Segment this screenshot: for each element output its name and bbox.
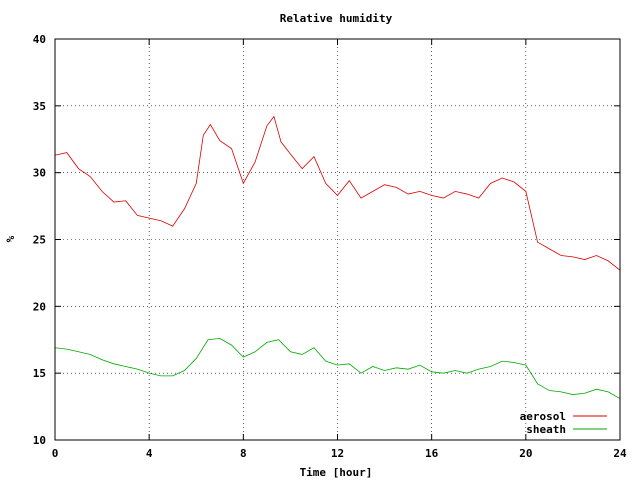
y-tick-label: 25 [33, 234, 46, 247]
x-tick-label: 24 [613, 447, 627, 460]
y-axis-label: % [4, 235, 17, 242]
y-tick-label: 20 [33, 300, 46, 313]
y-tick-label: 35 [33, 100, 46, 113]
y-tick-label: 15 [33, 367, 46, 380]
x-axis-label: Time [hour] [300, 466, 373, 479]
legend-label-sheath: sheath [526, 423, 566, 436]
aerosol-series-line [54, 115, 621, 271]
x-tick-label: 16 [425, 447, 439, 460]
sheath-series-line [54, 337, 621, 399]
grid-layer [55, 39, 620, 440]
x-tick-label: 20 [519, 447, 532, 460]
tick-layer: 0 4 8 12 16 20 24 10 15 20 25 30 35 40 [33, 33, 627, 460]
x-tick-label: 12 [331, 447, 344, 460]
chart-title: Relative humidity [280, 12, 393, 25]
y-tick-label: 40 [33, 33, 46, 46]
legend-label-aerosol: aerosol [520, 410, 566, 423]
x-tick-label: 8 [240, 447, 247, 460]
y-tick-label: 30 [33, 167, 46, 180]
series-layer [54, 115, 621, 399]
x-tick-label: 4 [146, 447, 153, 460]
x-tick-label: 0 [52, 447, 59, 460]
y-tick-label: 10 [33, 434, 46, 447]
